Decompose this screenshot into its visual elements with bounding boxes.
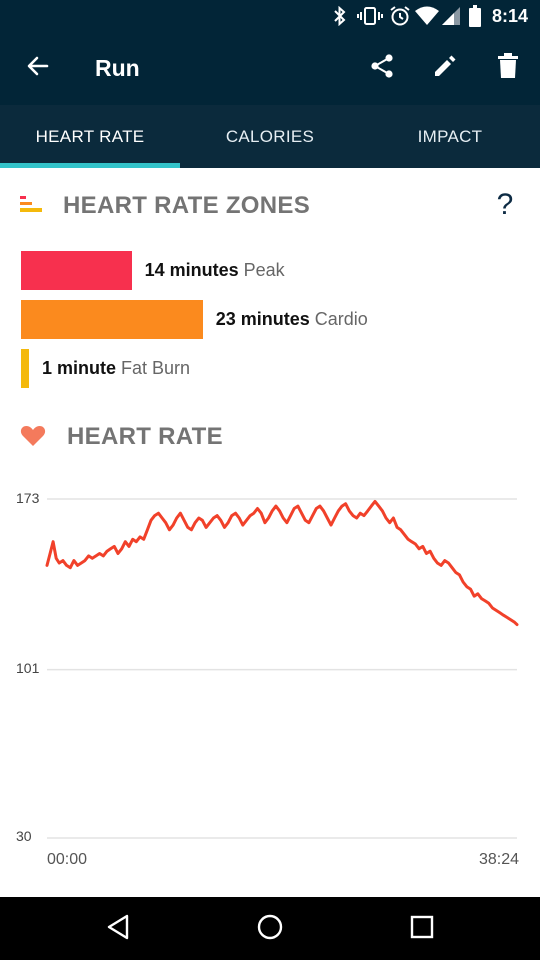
vibrate-icon <box>356 4 384 28</box>
zones-section-header: HEART RATE ZONES ? <box>0 185 540 225</box>
heart-rate-section-header: HEART RATE <box>0 416 540 456</box>
zone-amount: 23 minutes <box>215 309 310 329</box>
zone-bar-cardio <box>21 300 203 339</box>
zone-label: Peak <box>243 260 285 280</box>
delete-button[interactable] <box>484 44 532 92</box>
zone-text-peak: 14 minutes Peak <box>145 260 285 281</box>
home-nav-icon <box>257 914 283 945</box>
nav-recents-button[interactable] <box>398 905 446 953</box>
bluetooth-icon <box>332 4 348 28</box>
nav-home-button[interactable] <box>246 905 294 953</box>
x-tick-label: 38:24 <box>478 851 519 868</box>
active-tab-indicator <box>0 163 180 168</box>
x-tick-label: 00:00 <box>47 851 88 868</box>
zone-label: Fat Burn <box>121 358 191 378</box>
tab-heart-rate[interactable]: HEART RATE <box>35 126 145 146</box>
zone-bar-peak <box>21 251 132 290</box>
zones-icon <box>20 193 46 217</box>
tab-calories[interactable]: CALORIES <box>225 126 315 146</box>
heart-rate-section-title: HEART RATE <box>67 423 223 450</box>
edit-button[interactable] <box>421 44 469 92</box>
heart-rate-chart-svg <box>45 498 519 839</box>
tab-impact[interactable]: IMPACT <box>417 126 483 146</box>
share-button[interactable] <box>358 44 406 92</box>
y-tick-label: 30 <box>16 828 32 844</box>
page-title: Run <box>95 55 140 81</box>
heart-icon <box>20 424 46 448</box>
zone-text-cardio: 23 minutes Cardio <box>216 309 368 330</box>
zone-row-cardio: 23 minutes Cardio <box>21 300 368 339</box>
zone-amount: 1 minute <box>42 358 117 378</box>
alarm-icon <box>389 4 411 28</box>
zone-label: Cardio <box>314 309 368 329</box>
zone-bar-fat-burn <box>21 349 29 388</box>
nav-back-button[interactable] <box>94 905 142 953</box>
help-button[interactable]: ? <box>496 188 514 221</box>
y-tick-label: 173 <box>16 490 40 506</box>
app-bar: Run <box>0 32 540 105</box>
y-tick-label: 101 <box>16 660 40 676</box>
system-nav-bar <box>0 897 540 960</box>
zone-amount: 14 minutes <box>144 260 239 280</box>
share-icon <box>369 53 395 84</box>
status-time: 8:14 <box>491 6 528 26</box>
wifi-icon <box>414 4 440 28</box>
delete-icon <box>497 52 519 84</box>
heart-rate-line <box>45 499 519 627</box>
recents-nav-icon <box>410 915 434 944</box>
status-bar: 8:14 <box>0 0 540 32</box>
zone-text-fat-burn: 1 minute Fat Burn <box>42 358 190 379</box>
zones-section-title: HEART RATE ZONES <box>63 192 311 219</box>
heart-rate-chart: 173 101 30 00:00 38:24 <box>0 480 540 880</box>
back-nav-icon <box>106 914 130 945</box>
tab-bar: HEART RATE CALORIES IMPACT <box>0 105 540 168</box>
back-button[interactable] <box>14 44 62 92</box>
signal-icon <box>440 4 462 28</box>
edit-icon <box>432 53 458 84</box>
zone-row-fat-burn: 1 minute Fat Burn <box>21 349 190 388</box>
battery-icon <box>466 4 484 28</box>
arrow-back-icon <box>26 54 50 83</box>
zone-row-peak: 14 minutes Peak <box>21 251 285 290</box>
